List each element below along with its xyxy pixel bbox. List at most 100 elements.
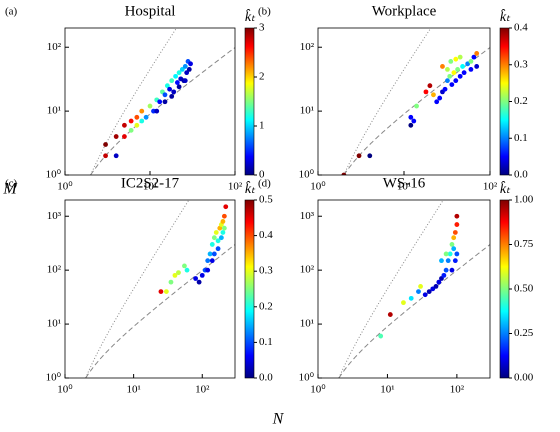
y-tick-label: 10² (47, 41, 62, 53)
point (427, 83, 433, 89)
point (457, 54, 463, 60)
point (454, 213, 460, 219)
point (443, 267, 449, 273)
point (168, 279, 174, 285)
point (448, 59, 454, 64)
point (454, 251, 460, 257)
point (207, 251, 213, 257)
point (457, 73, 463, 79)
colorbar-label: k̂ₜ (500, 180, 511, 197)
point (173, 73, 178, 79)
point (103, 142, 108, 147)
colorbar-tick-label: 0.75 (514, 238, 534, 250)
point (139, 108, 145, 114)
colorbar-tick-label: 0.5 (259, 194, 273, 206)
point (188, 61, 193, 67)
point (461, 70, 467, 76)
point (167, 86, 172, 92)
colorbar-tick-label: 0.1 (514, 132, 528, 144)
x-tick-label: 10¹ (380, 384, 394, 396)
point (436, 279, 442, 285)
y-tick-label: 10¹ (47, 105, 61, 117)
axes-frame (64, 199, 236, 379)
point (408, 295, 414, 301)
tree-line (343, 47, 490, 175)
x-tick-label: 10¹ (397, 181, 411, 193)
point (451, 246, 457, 252)
colorbar (499, 199, 510, 379)
panel-title: Hospital (125, 3, 176, 19)
point (440, 64, 445, 69)
point (169, 78, 175, 84)
point (431, 92, 436, 98)
point (223, 204, 229, 210)
y-tick-label: 10⁰ (46, 169, 62, 181)
point (164, 83, 170, 89)
point (367, 153, 373, 159)
point (182, 263, 187, 269)
point (134, 114, 140, 120)
panel-title: WS-16 (383, 175, 426, 191)
point (414, 103, 419, 109)
point (157, 99, 163, 105)
points (378, 213, 460, 339)
y-tick-label: 10² (300, 264, 315, 276)
point (171, 89, 177, 95)
point (452, 258, 458, 264)
x-axis-label: N (272, 411, 285, 428)
reference-lines (343, 28, 490, 175)
x-tick-label: 10⁰ (57, 181, 73, 193)
point (218, 235, 224, 241)
point (176, 84, 182, 90)
x-tick-label: 10⁰ (57, 384, 73, 396)
y-tick-label: 10³ (300, 210, 315, 222)
panel-title: IC2S2-17 (121, 175, 180, 191)
colorbar-tick-label: 0.2 (259, 300, 273, 312)
point (423, 89, 429, 95)
point (205, 258, 211, 264)
colorbar-tick-label: 0.50 (514, 283, 534, 295)
panel-label: (a) (5, 6, 18, 18)
point (442, 86, 448, 92)
point (158, 289, 164, 295)
point (122, 134, 127, 139)
point (460, 64, 465, 69)
point (209, 242, 215, 247)
point (454, 222, 460, 227)
colorbar-label: k̂ₜ (245, 180, 256, 197)
point (356, 153, 362, 159)
point (447, 73, 453, 79)
point (445, 78, 450, 84)
point (441, 272, 447, 278)
point (449, 267, 455, 273)
colorbar-tick-label: 0.0 (259, 372, 273, 384)
x-tick-label: 10² (483, 181, 498, 193)
colorbar-tick-label: 3 (259, 22, 265, 34)
y-tick-label: 10¹ (300, 105, 314, 117)
reference-lines (85, 200, 235, 378)
colorbar-tick-label: 0 (259, 169, 265, 181)
y-tick-label: 10⁰ (46, 372, 62, 384)
point (221, 213, 227, 219)
point (341, 172, 347, 175)
point (433, 283, 439, 289)
y-tick-label: 10² (47, 264, 62, 276)
x-tick-label: 10² (195, 384, 210, 396)
colorbar-label: k̂ₜ (500, 8, 511, 25)
point (452, 230, 458, 235)
point (471, 54, 477, 60)
x-tick-label: 10¹ (143, 181, 157, 193)
colorbar-tick-label: 0.00 (514, 372, 534, 384)
point (163, 289, 169, 295)
x-tick-label: 10¹ (126, 384, 140, 396)
point (211, 235, 217, 241)
panel-label: (b) (258, 6, 271, 18)
point (215, 238, 221, 244)
point (199, 272, 205, 278)
point (193, 276, 199, 281)
point (186, 66, 192, 72)
x-tick-label: 10⁰ (310, 181, 326, 193)
tree-line (90, 47, 235, 175)
point (169, 93, 175, 99)
y-tick-label: 10⁰ (299, 372, 315, 384)
